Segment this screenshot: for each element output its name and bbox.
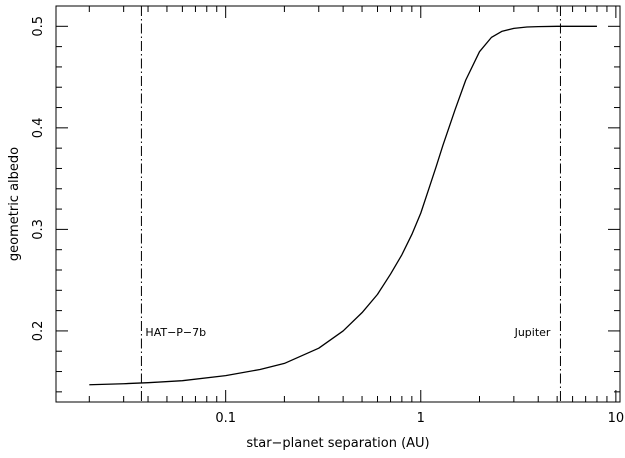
y-tick-label: 0.2 <box>31 321 46 342</box>
y-tick-label: 0.3 <box>31 219 46 240</box>
x-tick-label: 10 <box>608 411 625 426</box>
y-tick-label: 0.4 <box>31 118 46 139</box>
x-tick-label: 1 <box>417 411 425 426</box>
series-line <box>89 25 597 386</box>
reference-line-label: HAT−P−7b <box>145 326 206 339</box>
annotations: HAT−P−7b Jupiter <box>145 326 551 339</box>
series-group <box>89 25 597 386</box>
y-tick-label: 0.5 <box>31 16 46 37</box>
y-axis-label: geometric albedo <box>7 147 22 261</box>
axis-ticks <box>56 5 620 402</box>
plot-frame <box>55 5 621 403</box>
x-tick-label: 0.1 <box>215 411 236 426</box>
tick-labels: 0.1 1 10 0.2 0.3 0.4 0.5 <box>31 16 624 426</box>
x-axis-label: star−planet separation (AU) <box>246 436 429 451</box>
reference-line-label: Jupiter <box>514 326 551 339</box>
reference-lines <box>140 6 561 402</box>
